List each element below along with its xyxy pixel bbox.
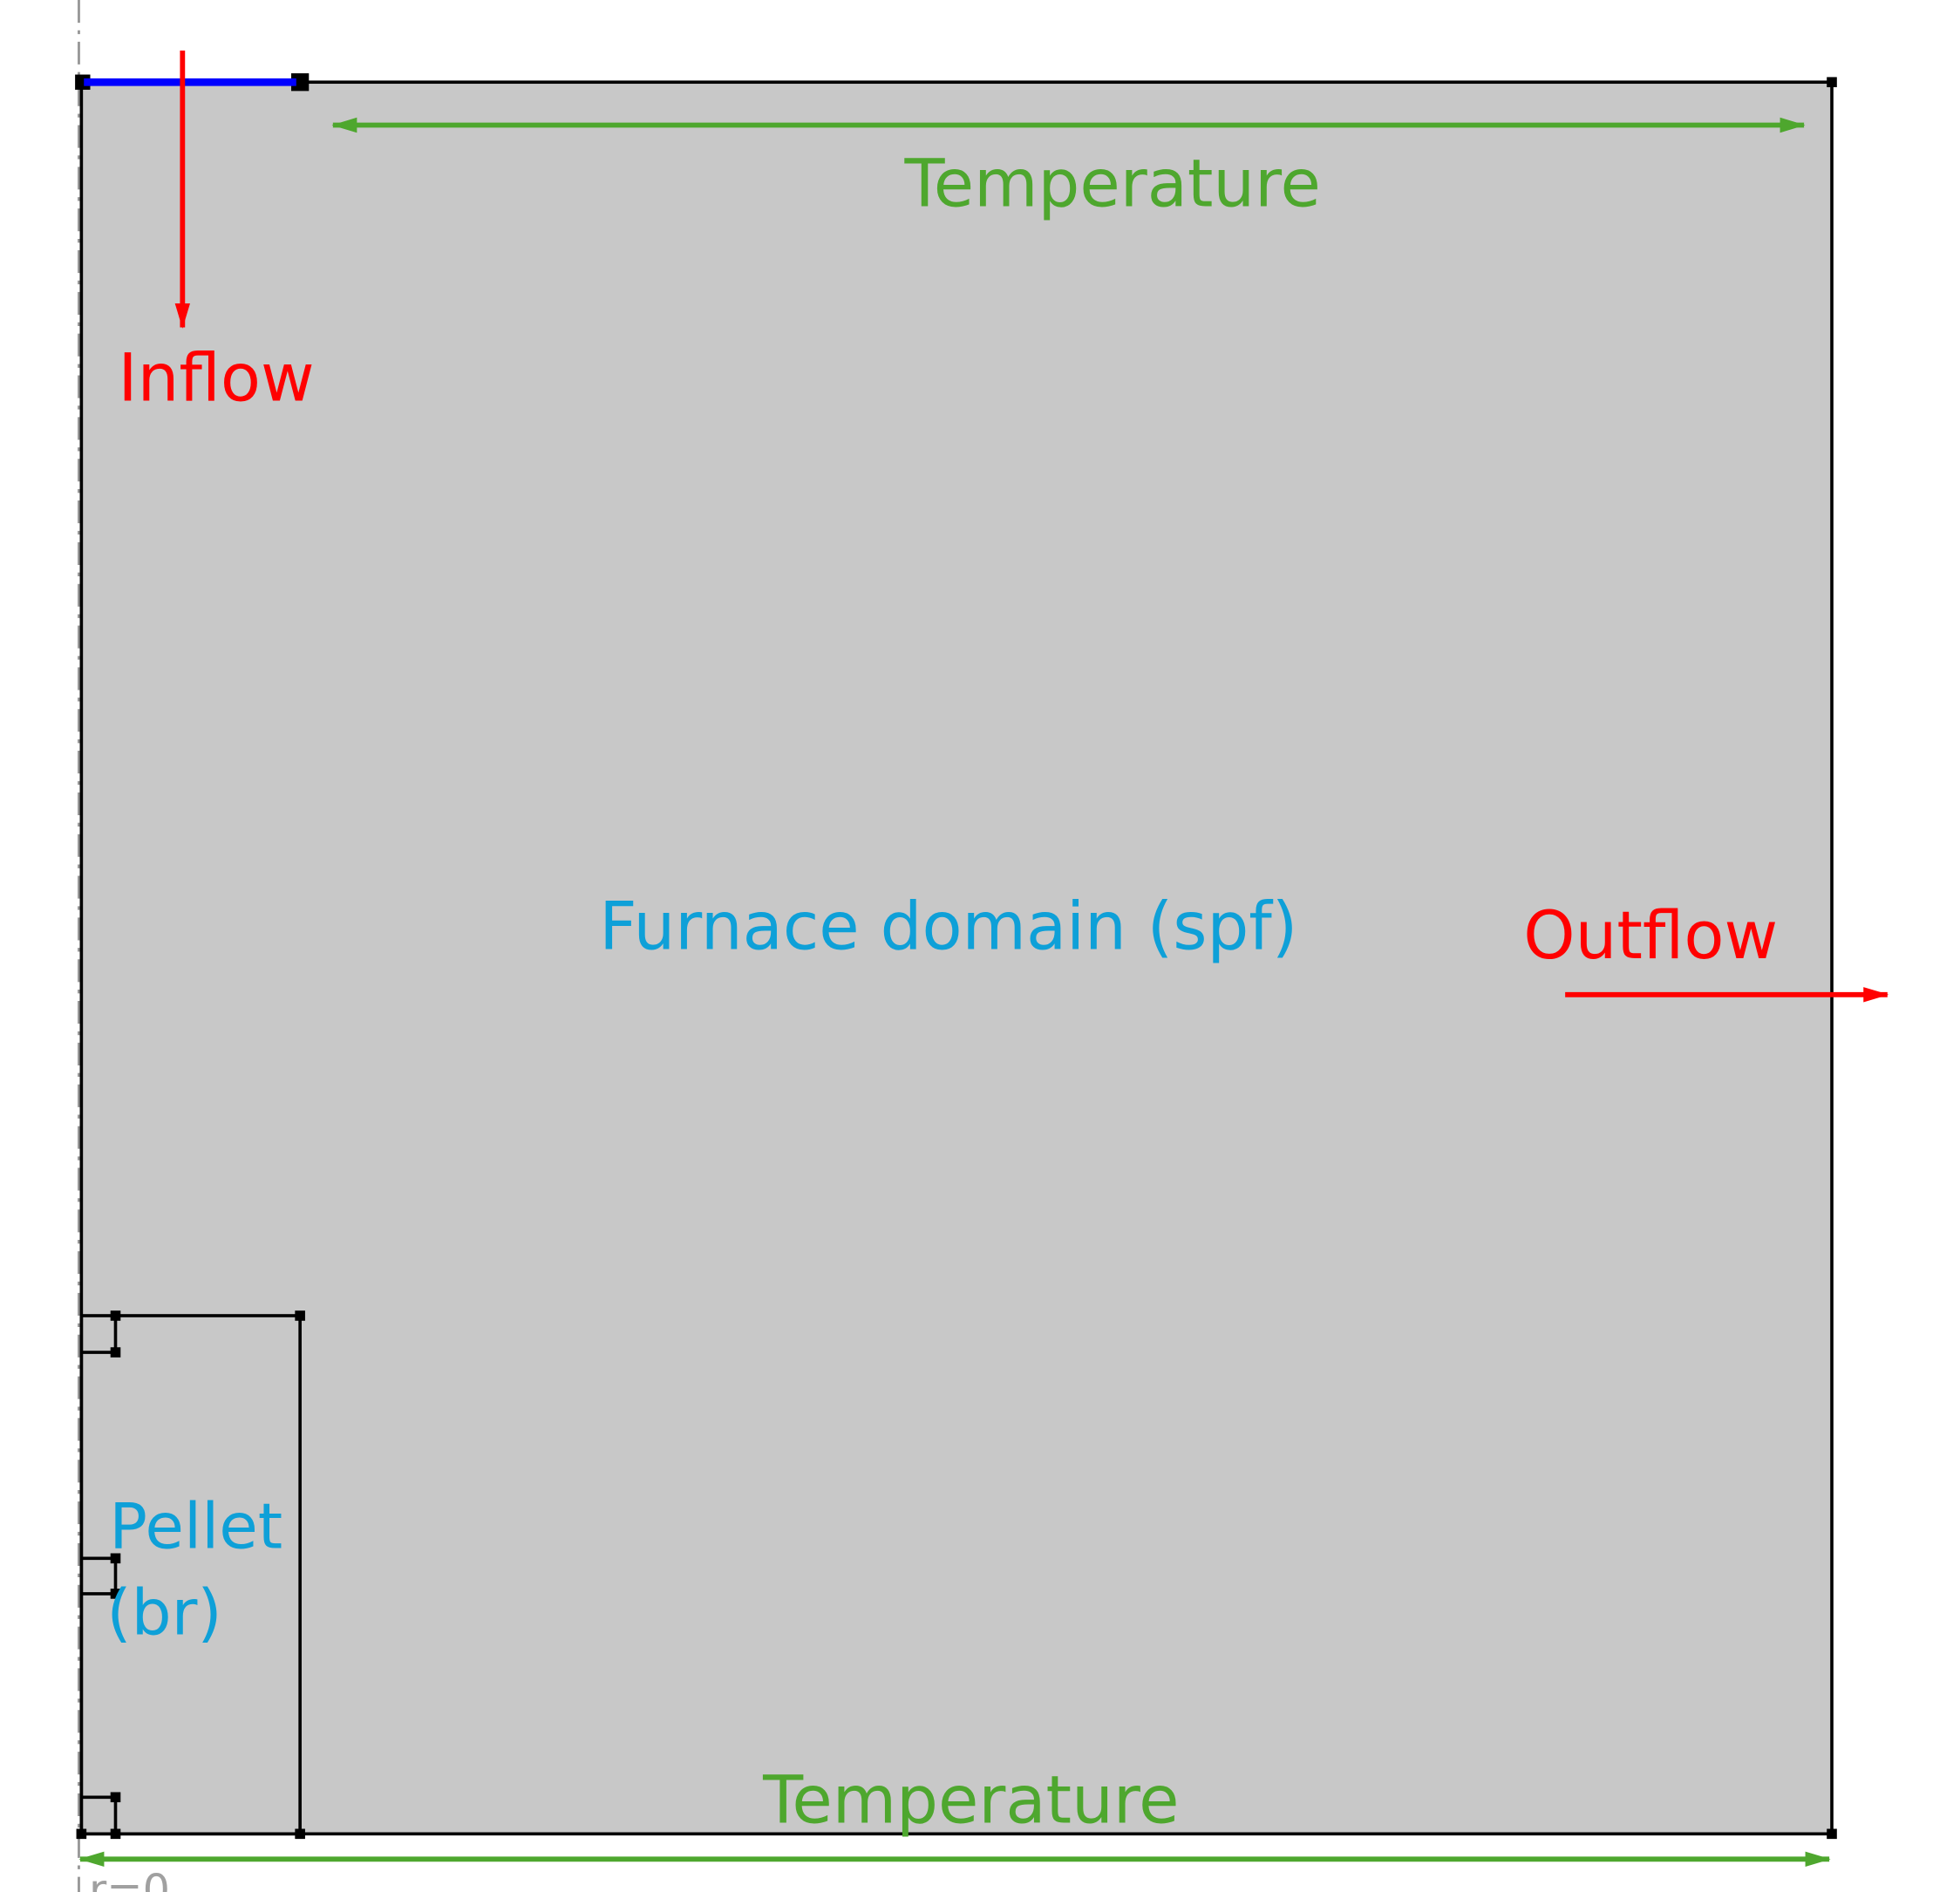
furnace-domain-label: Furnace domain (spf) [599, 888, 1297, 965]
outflow-label: Outflow [1523, 897, 1778, 974]
temperature-top-label: Temperature [904, 145, 1321, 221]
axis-label: r=0 [89, 1864, 170, 1892]
pellet-domain [79, 1314, 302, 1836]
inflow-label: Inflow [118, 340, 314, 417]
pellet-label-physics: (br) [106, 1576, 221, 1650]
pellet-label: Pellet [109, 1491, 282, 1564]
furnace-domain [79, 80, 1834, 1836]
temperature-bottom-label: Temperature [762, 1761, 1179, 1838]
